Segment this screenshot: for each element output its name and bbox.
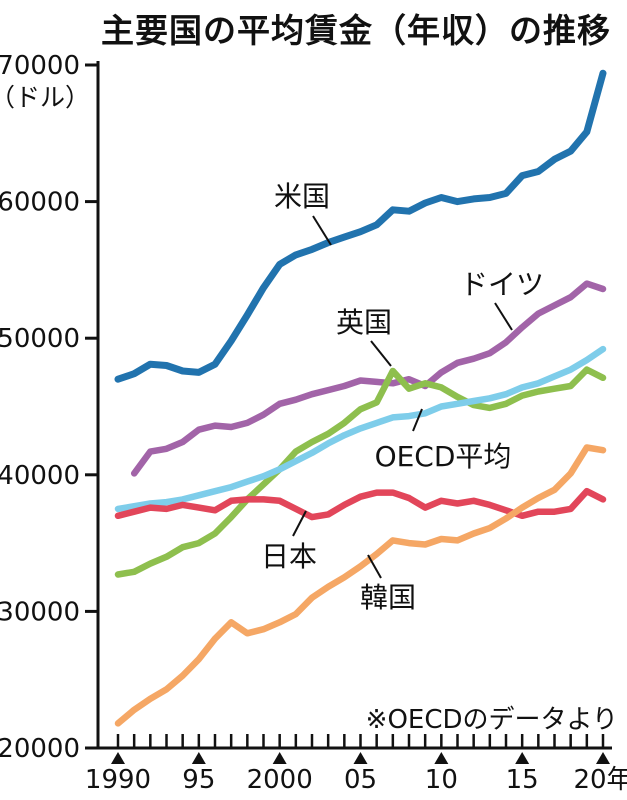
label-callout-uk: [370, 340, 392, 367]
chart-title: 主要国の平均賃金（年収）の推移: [101, 11, 611, 50]
x-tick-label: 05: [344, 765, 377, 795]
x-tick-triangle: [111, 752, 125, 764]
y-tick-label: 20000: [0, 734, 80, 764]
label-callout-japan: [292, 510, 307, 537]
series-label-uk: 英国: [336, 306, 392, 339]
label-callout-germany: [494, 302, 513, 331]
y-tick-label: 30000: [0, 597, 80, 627]
y-axis-unit: （ドル）: [0, 83, 90, 112]
series-label-oecd-average: OECD平均: [375, 440, 512, 473]
source-note: ※OECDのデータより: [366, 705, 618, 735]
x-tick-label: 95: [182, 765, 215, 795]
series-label-korea: 韓国: [360, 581, 416, 614]
x-tick-triangle: [353, 752, 368, 764]
line-us: [114, 69, 607, 383]
series-label-us: 米国: [274, 180, 330, 213]
x-tick-label: 2000: [247, 765, 313, 795]
label-callout-oecd-average: [412, 408, 423, 432]
x-tick-label: 20年: [573, 765, 627, 795]
y-tick-label: 60000: [0, 188, 80, 218]
line-uk: [114, 366, 607, 578]
x-tick-triangle: [515, 752, 530, 764]
series-label-japan: 日本: [261, 540, 317, 573]
series-label-germany: ドイツ: [460, 268, 544, 301]
x-tick-triangle: [272, 752, 287, 764]
label-callout-korea: [367, 554, 382, 579]
x-tick-triangle: [434, 752, 449, 764]
y-tick-label: 40000: [0, 461, 80, 491]
axis-lines: [96, 61, 612, 750]
line-korea: [114, 444, 607, 727]
line-germany: [130, 280, 607, 477]
x-tick-triangle: [596, 752, 610, 764]
x-tick-triangle: [191, 752, 206, 764]
y-tick-label: 70000: [0, 51, 80, 81]
line-oecd-average: [114, 345, 607, 513]
line-japan: [114, 487, 607, 521]
x-tick-label: 15: [506, 765, 539, 795]
label-callout-us: [312, 215, 332, 246]
x-tick-label: 10: [425, 765, 458, 795]
y-tick-label: 50000: [0, 324, 80, 354]
x-tick-label: 1990: [85, 765, 151, 795]
